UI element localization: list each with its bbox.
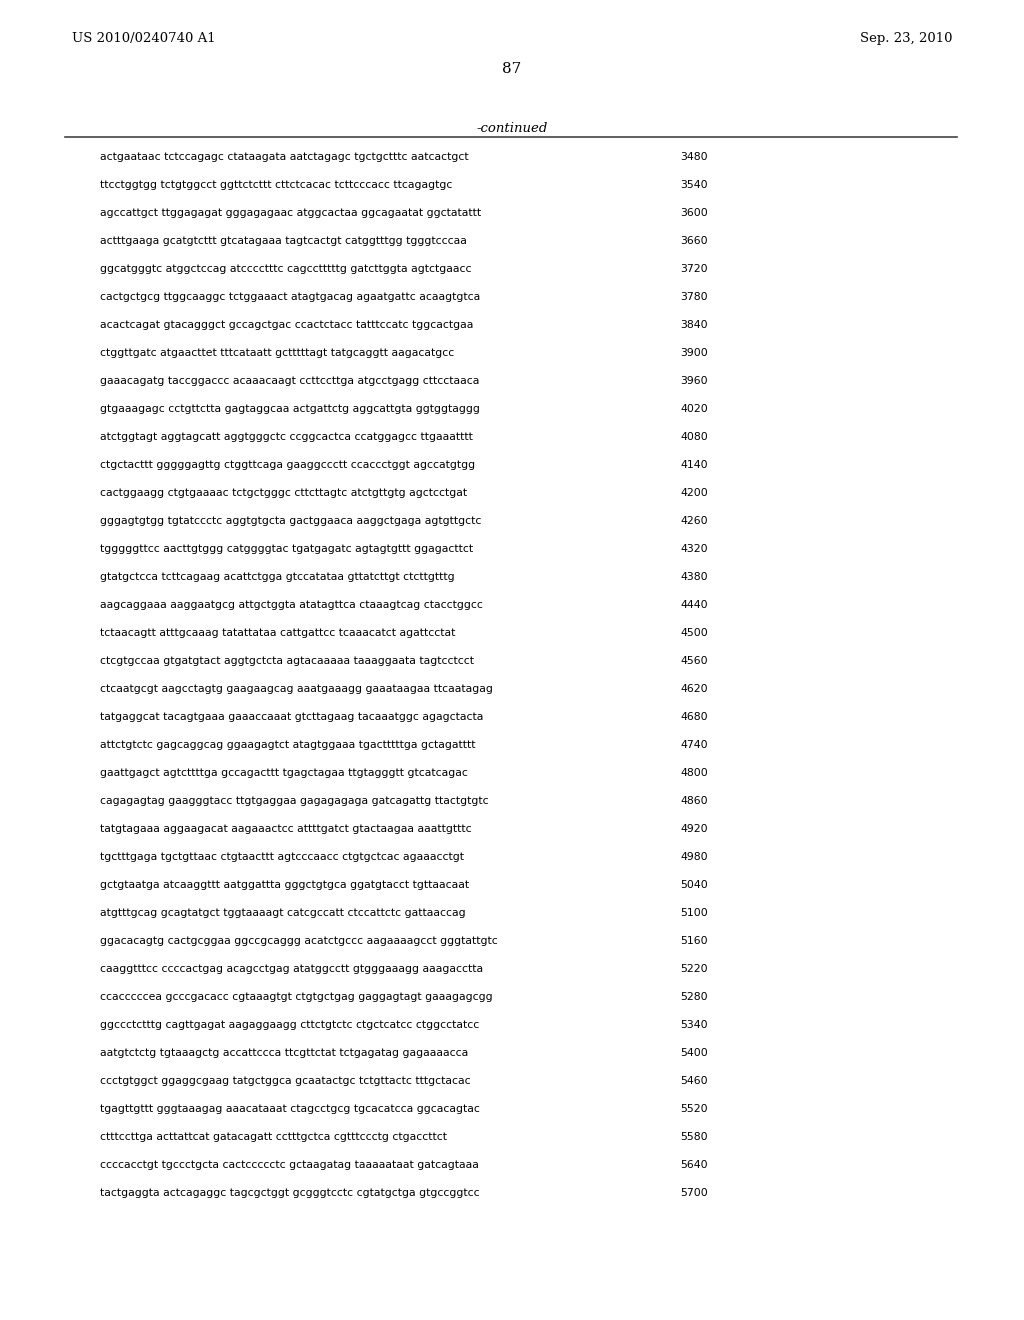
Text: ctttccttga acttattcat gatacagatt cctttgctca cgtttccctg ctgaccttct: ctttccttga acttattcat gatacagatt cctttgc… [100, 1133, 447, 1142]
Text: 4800: 4800 [680, 768, 708, 777]
Text: tgctttgaga tgctgttaac ctgtaacttt agtcccaacc ctgtgctcac agaaacctgt: tgctttgaga tgctgttaac ctgtaacttt agtccca… [100, 851, 464, 862]
Text: 4320: 4320 [680, 544, 708, 554]
Text: 3900: 3900 [680, 348, 708, 358]
Text: gggagtgtgg tgtatccctc aggtgtgcta gactggaaca aaggctgaga agtgttgctc: gggagtgtgg tgtatccctc aggtgtgcta gactgga… [100, 516, 481, 525]
Text: aagcaggaaa aaggaatgcg attgctggta atatagttca ctaaagtcag ctacctggcc: aagcaggaaa aaggaatgcg attgctggta atatagt… [100, 601, 483, 610]
Text: 4980: 4980 [680, 851, 708, 862]
Text: gctgtaatga atcaaggttt aatggattta gggctgtgca ggatgtacct tgttaacaat: gctgtaatga atcaaggttt aatggattta gggctgt… [100, 880, 469, 890]
Text: ctcaatgcgt aagcctagtg gaagaagcag aaatgaaagg gaaataagaa ttcaatagag: ctcaatgcgt aagcctagtg gaagaagcag aaatgaa… [100, 684, 493, 694]
Text: 3840: 3840 [680, 319, 708, 330]
Text: 4560: 4560 [680, 656, 708, 667]
Text: tctaacagtt atttgcaaag tatattataa cattgattcc tcaaacatct agattcctat: tctaacagtt atttgcaaag tatattataa cattgat… [100, 628, 456, 638]
Text: 4620: 4620 [680, 684, 708, 694]
Text: gaattgagct agtcttttga gccagacttt tgagctagaa ttgtagggtt gtcatcagac: gaattgagct agtcttttga gccagacttt tgagcta… [100, 768, 468, 777]
Text: ggccctctttg cagttgagat aagaggaagg cttctgtctc ctgctcatcc ctggcctatcc: ggccctctttg cagttgagat aagaggaagg cttctg… [100, 1020, 479, 1030]
Text: 3960: 3960 [680, 376, 708, 385]
Text: aatgtctctg tgtaaagctg accattccca ttcgttctat tctgagatag gagaaaacca: aatgtctctg tgtaaagctg accattccca ttcgttc… [100, 1048, 468, 1059]
Text: 5340: 5340 [680, 1020, 708, 1030]
Text: 4020: 4020 [680, 404, 708, 414]
Text: caaggtttcc ccccactgag acagcctgag atatggcctt gtgggaaagg aaagacctta: caaggtttcc ccccactgag acagcctgag atatggc… [100, 964, 483, 974]
Text: 5520: 5520 [680, 1104, 708, 1114]
Text: 5400: 5400 [680, 1048, 708, 1059]
Text: cactgctgcg ttggcaaggc tctggaaact atagtgacag agaatgattc acaagtgtca: cactgctgcg ttggcaaggc tctggaaact atagtga… [100, 292, 480, 302]
Text: acactcagat gtacagggct gccagctgac ccactctacc tatttccatc tggcactgaa: acactcagat gtacagggct gccagctgac ccactct… [100, 319, 473, 330]
Text: tatgaggcat tacagtgaaa gaaaccaaat gtcttagaag tacaaatggc agagctacta: tatgaggcat tacagtgaaa gaaaccaaat gtcttag… [100, 711, 483, 722]
Text: 3780: 3780 [680, 292, 708, 302]
Text: 4200: 4200 [680, 488, 708, 498]
Text: ccctgtggct ggaggcgaag tatgctggca gcaatactgc tctgttactc tttgctacac: ccctgtggct ggaggcgaag tatgctggca gcaatac… [100, 1076, 471, 1086]
Text: ggcatgggtc atggctccag atcccctttc cagcctttttg gatcttggta agtctgaacc: ggcatgggtc atggctccag atcccctttc cagcctt… [100, 264, 471, 275]
Text: 5280: 5280 [680, 993, 708, 1002]
Text: 4140: 4140 [680, 459, 708, 470]
Text: ctggttgatc atgaacttet tttcataatt gctttttagt tatgcaggtt aagacatgcc: ctggttgatc atgaacttet tttcataatt gcttttt… [100, 348, 455, 358]
Text: tatgtagaaa aggaagacat aagaaactcc attttgatct gtactaagaa aaattgtttc: tatgtagaaa aggaagacat aagaaactcc attttga… [100, 824, 472, 834]
Text: tgggggttcc aacttgtggg catggggtac tgatgagatc agtagtgttt ggagacttct: tgggggttcc aacttgtggg catggggtac tgatgag… [100, 544, 473, 554]
Text: 4680: 4680 [680, 711, 708, 722]
Text: gtatgctcca tcttcagaag acattctgga gtccatataa gttatcttgt ctcttgtttg: gtatgctcca tcttcagaag acattctgga gtccata… [100, 572, 455, 582]
Text: US 2010/0240740 A1: US 2010/0240740 A1 [72, 32, 216, 45]
Text: 3600: 3600 [680, 209, 708, 218]
Text: 5220: 5220 [680, 964, 708, 974]
Text: gtgaaagagc cctgttctta gagtaggcaa actgattctg aggcattgta ggtggtaggg: gtgaaagagc cctgttctta gagtaggcaa actgatt… [100, 404, 480, 414]
Text: 4260: 4260 [680, 516, 708, 525]
Text: Sep. 23, 2010: Sep. 23, 2010 [859, 32, 952, 45]
Text: ccccacctgt tgccctgcta cactccccctc gctaagatag taaaaataat gatcagtaaa: ccccacctgt tgccctgcta cactccccctc gctaag… [100, 1160, 479, 1170]
Text: 3480: 3480 [680, 152, 708, 162]
Text: 5700: 5700 [680, 1188, 708, 1199]
Text: tgagttgttt gggtaaagag aaacataaat ctagcctgcg tgcacatcca ggcacagtac: tgagttgttt gggtaaagag aaacataaat ctagcct… [100, 1104, 480, 1114]
Text: cagagagtag gaagggtacc ttgtgaggaa gagagagaga gatcagattg ttactgtgtc: cagagagtag gaagggtacc ttgtgaggaa gagagag… [100, 796, 488, 807]
Text: attctgtctc gagcaggcag ggaagagtct atagtggaaa tgactttttga gctagatttt: attctgtctc gagcaggcag ggaagagtct atagtgg… [100, 741, 475, 750]
Text: gaaacagatg taccggaccc acaaacaagt ccttccttga atgcctgagg cttcctaaca: gaaacagatg taccggaccc acaaacaagt ccttcct… [100, 376, 479, 385]
Text: 87: 87 [503, 62, 521, 77]
Text: agccattgct ttggagagat gggagagaac atggcactaa ggcagaatat ggctatattt: agccattgct ttggagagat gggagagaac atggcac… [100, 209, 481, 218]
Text: ctgctacttt gggggagttg ctggttcaga gaaggccctt ccaccctggt agccatgtgg: ctgctacttt gggggagttg ctggttcaga gaaggcc… [100, 459, 475, 470]
Text: 3720: 3720 [680, 264, 708, 275]
Text: 5460: 5460 [680, 1076, 708, 1086]
Text: 5580: 5580 [680, 1133, 708, 1142]
Text: actgaataac tctccagagc ctataagata aatctagagc tgctgctttc aatcactgct: actgaataac tctccagagc ctataagata aatctag… [100, 152, 469, 162]
Text: 3540: 3540 [680, 180, 708, 190]
Text: -continued: -continued [476, 121, 548, 135]
Text: atctggtagt aggtagcatt aggtgggctc ccggcactca ccatggagcc ttgaaatttt: atctggtagt aggtagcatt aggtgggctc ccggcac… [100, 432, 473, 442]
Text: 4080: 4080 [680, 432, 708, 442]
Text: actttgaaga gcatgtcttt gtcatagaaa tagtcactgt catggtttgg tgggtcccaa: actttgaaga gcatgtcttt gtcatagaaa tagtcac… [100, 236, 467, 246]
Text: ccacccccea gcccgacacc cgtaaagtgt ctgtgctgag gaggagtagt gaaagagcgg: ccacccccea gcccgacacc cgtaaagtgt ctgtgct… [100, 993, 493, 1002]
Text: ctcgtgccaa gtgatgtact aggtgctcta agtacaaaaa taaaggaata tagtcctcct: ctcgtgccaa gtgatgtact aggtgctcta agtacaa… [100, 656, 474, 667]
Text: 5040: 5040 [680, 880, 708, 890]
Text: ttcctggtgg tctgtggcct ggttctcttt cttctcacac tcttcccacc ttcagagtgc: ttcctggtgg tctgtggcct ggttctcttt cttctca… [100, 180, 453, 190]
Text: 4440: 4440 [680, 601, 708, 610]
Text: 5160: 5160 [680, 936, 708, 946]
Text: 5640: 5640 [680, 1160, 708, 1170]
Text: 4860: 4860 [680, 796, 708, 807]
Text: 4500: 4500 [680, 628, 708, 638]
Text: atgtttgcag gcagtatgct tggtaaaagt catcgccatt ctccattctc gattaaccag: atgtttgcag gcagtatgct tggtaaaagt catcgcc… [100, 908, 466, 917]
Text: tactgaggta actcagaggc tagcgctggt gcgggtcctc cgtatgctga gtgccggtcc: tactgaggta actcagaggc tagcgctggt gcgggtc… [100, 1188, 479, 1199]
Text: 3660: 3660 [680, 236, 708, 246]
Text: 4740: 4740 [680, 741, 708, 750]
Text: 5100: 5100 [680, 908, 708, 917]
Text: 4380: 4380 [680, 572, 708, 582]
Text: cactggaagg ctgtgaaaac tctgctgggc cttcttagtc atctgttgtg agctcctgat: cactggaagg ctgtgaaaac tctgctgggc cttctta… [100, 488, 467, 498]
Text: 4920: 4920 [680, 824, 708, 834]
Text: ggacacagtg cactgcggaa ggccgcaggg acatctgccc aagaaaagcct gggtattgtc: ggacacagtg cactgcggaa ggccgcaggg acatctg… [100, 936, 498, 946]
